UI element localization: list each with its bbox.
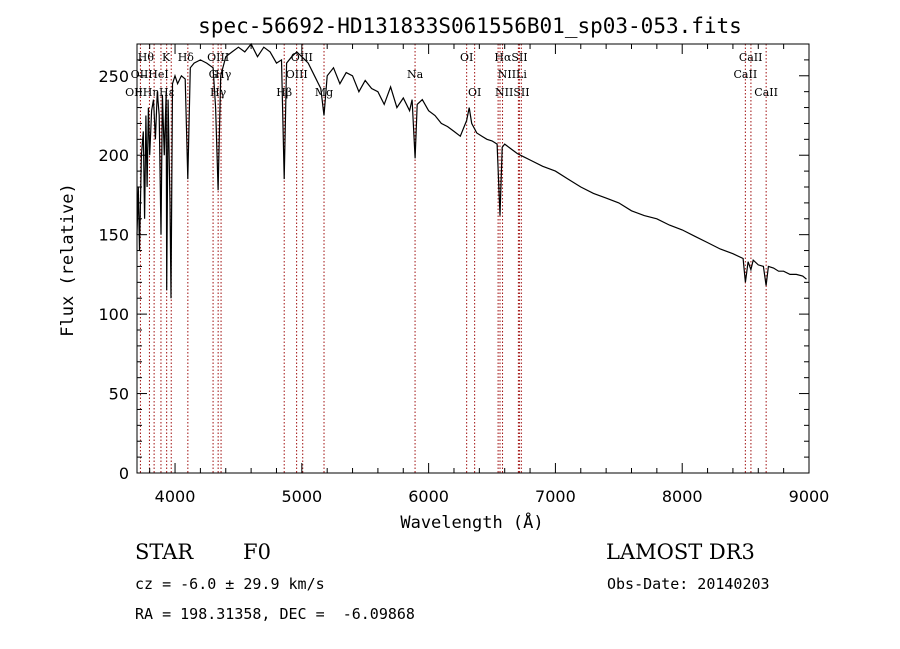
y-tick-label: 200 (98, 146, 129, 165)
line-label: Hγ (215, 68, 232, 81)
x-tick-label: 6000 (408, 487, 449, 506)
y-tick-label: 50 (109, 385, 129, 404)
redshift-cz: cz = -6.0 ± 29.9 km/s (135, 575, 325, 593)
x-tick-label: 5000 (281, 487, 322, 506)
y-tick-label: 150 (98, 226, 129, 245)
line-label: OI (468, 86, 481, 99)
y-tick-label: 0 (119, 464, 129, 483)
coordinates: RA = 198.31358, DEC = -6.09868 (135, 605, 415, 623)
x-tick-label: 8000 (662, 487, 703, 506)
line-label: Hθ (138, 51, 155, 64)
object-type: STAR (135, 540, 194, 564)
line-label: OIII (207, 51, 229, 64)
line-label: Hβ (276, 86, 292, 99)
line-label: HαSII (494, 51, 527, 64)
subclass: F0 (243, 540, 271, 564)
x-tick-label: 9000 (789, 487, 830, 506)
line-label: OIII (286, 68, 308, 81)
x-tick-label: 4000 (155, 487, 196, 506)
x-tick-label: 7000 (535, 487, 576, 506)
y-axis: 0 50 100 150 200 250 (98, 43, 809, 483)
line-label: CaII (734, 68, 758, 81)
spectrum-line (136, 42, 807, 299)
y-axis-label: Flux (relative) (58, 183, 78, 337)
line-label: NIILi (498, 68, 528, 81)
y-tick-label: 250 (98, 67, 129, 86)
line-label: OIIHηHε (125, 86, 174, 99)
line-label: Mg (315, 86, 333, 99)
x-axis-label: Wavelength (Å) (400, 511, 543, 533)
line-label: K (162, 51, 171, 64)
emission-line-markers (139, 44, 767, 473)
survey-name: LAMOST DR3 (606, 540, 755, 564)
line-label: NIISII (495, 86, 530, 99)
x-axis: 4000 5000 6000 7000 8000 9000 (149, 44, 830, 506)
line-label: CaII (754, 86, 778, 99)
line-label: Hγ (210, 86, 227, 99)
line-label: OI (460, 51, 473, 64)
y-tick-label: 100 (98, 305, 129, 324)
obs-date: Obs-Date: 20140203 (607, 575, 770, 593)
line-label: Na (407, 68, 424, 81)
chart-title: spec-56692-HD131833S061556B01_sp03-053.f… (198, 14, 742, 38)
line-label: Hδ (178, 51, 195, 64)
plot-frame (136, 43, 810, 474)
line-label: OIIHeI (131, 68, 169, 81)
line-label: CaII (739, 51, 763, 64)
